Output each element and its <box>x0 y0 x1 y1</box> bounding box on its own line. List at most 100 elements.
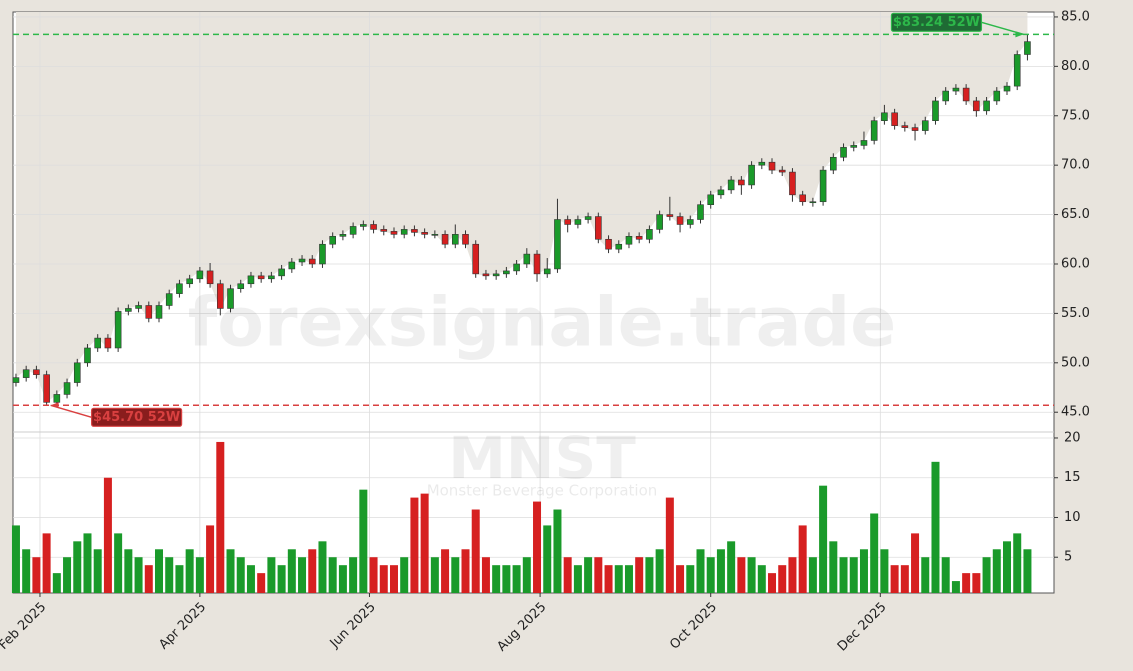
candle-body <box>155 305 163 319</box>
candle-body <box>564 219 571 225</box>
y-tick-label: 65.0 <box>1061 207 1090 222</box>
volume-bar <box>114 533 123 593</box>
volume-bar <box>543 525 552 593</box>
candle-body <box>247 275 255 285</box>
volume-bar <box>563 557 572 593</box>
volume-bar <box>389 565 398 593</box>
candle-body <box>492 273 500 277</box>
volume-bar <box>11 525 20 593</box>
volume-bar <box>185 549 194 593</box>
x-tick-label: Oct 2025 <box>667 600 720 653</box>
volume-bar <box>410 497 419 593</box>
candle-body <box>860 140 868 146</box>
x-tick-label: Aug 2025 <box>495 600 550 655</box>
candle-body <box>349 226 357 235</box>
volume-bar <box>22 549 31 593</box>
candle-body <box>533 253 541 275</box>
volume-bar <box>226 549 235 593</box>
volume-bar <box>328 557 337 593</box>
candle-body <box>543 268 551 275</box>
candle-body <box>329 236 336 245</box>
candle-body <box>881 112 888 121</box>
candle-body <box>196 270 204 280</box>
volume-bar <box>931 461 940 593</box>
volume-bar <box>461 549 470 593</box>
y-tick-label: 50.0 <box>1061 355 1090 370</box>
volume-bar <box>839 557 848 593</box>
candle-body <box>206 270 214 285</box>
y-tick-label: 10 <box>1064 510 1081 525</box>
volume-bar <box>451 557 460 593</box>
candle-body <box>635 236 643 240</box>
candle-body <box>870 120 878 141</box>
volume-bar <box>686 565 695 593</box>
candle-body <box>227 288 234 309</box>
volume-bar <box>962 573 971 593</box>
candle-body <box>237 283 245 289</box>
y-tick-label: 70.0 <box>1061 158 1090 173</box>
volume-bar <box>206 525 215 593</box>
volume-bar <box>420 493 429 593</box>
company-watermark: Monster Beverage Corporation <box>427 482 658 500</box>
candle-body <box>278 268 285 277</box>
volume-bar <box>379 565 388 593</box>
volume-bar <box>1003 541 1012 593</box>
volume-bar <box>859 549 868 593</box>
watermark: forexsignale.trade <box>188 284 897 363</box>
y-tick-label: 15 <box>1064 470 1081 485</box>
candle-body <box>748 164 755 186</box>
volume-bar <box>195 557 204 593</box>
x-tick-label: Feb 2025 <box>0 600 49 653</box>
candle-body <box>819 169 827 203</box>
candle-body <box>390 231 398 235</box>
volume-bar <box>788 557 797 593</box>
volume-bar <box>83 533 92 593</box>
volume-bar <box>911 533 920 593</box>
candle-body <box>738 179 745 186</box>
volume-bar <box>645 557 654 593</box>
volume-bar <box>522 557 531 593</box>
volume-bar <box>277 565 286 593</box>
candle-body <box>22 369 30 378</box>
candle-body <box>973 100 980 112</box>
volume-bar <box>318 541 327 593</box>
candle-body <box>676 216 684 225</box>
volume-bar <box>798 525 807 593</box>
volume-bar <box>665 497 674 593</box>
volume-bar <box>369 557 378 593</box>
y-tick-label: 85.0 <box>1061 9 1090 24</box>
volume-bar <box>992 549 1001 593</box>
y-tick-label: 80.0 <box>1061 59 1090 74</box>
candle-body <box>217 283 224 309</box>
volume-bar <box>246 565 255 593</box>
volume-bar <box>921 557 930 593</box>
symbol-watermark: MNST <box>448 424 636 492</box>
candle-body <box>257 275 265 280</box>
volume-bar <box>216 441 225 593</box>
y-tick-label: 20 <box>1064 430 1081 445</box>
volume-bar <box>870 513 879 593</box>
volume-bar <box>778 565 787 593</box>
volume-bar <box>1023 549 1032 593</box>
candle-body <box>43 374 50 403</box>
volume-bar <box>492 565 501 593</box>
candle-body <box>921 120 929 131</box>
candle-body <box>830 156 837 171</box>
volume-bar <box>533 501 542 593</box>
candle-body <box>400 229 408 235</box>
candle-body <box>778 169 786 173</box>
candle-body <box>125 308 132 312</box>
candle-body <box>308 258 316 265</box>
candle-body <box>615 243 623 250</box>
volume-bar <box>655 549 664 593</box>
volume-bar <box>880 549 889 593</box>
candle-body <box>411 229 418 233</box>
candle-body <box>625 236 633 245</box>
volume-bar <box>900 565 909 593</box>
candle-body <box>686 219 694 225</box>
candle-body <box>932 100 939 121</box>
volume-bar <box>267 557 276 593</box>
volume-bar <box>706 557 715 593</box>
annotation-arrowhead <box>1015 31 1024 38</box>
volume-bar <box>124 549 133 593</box>
